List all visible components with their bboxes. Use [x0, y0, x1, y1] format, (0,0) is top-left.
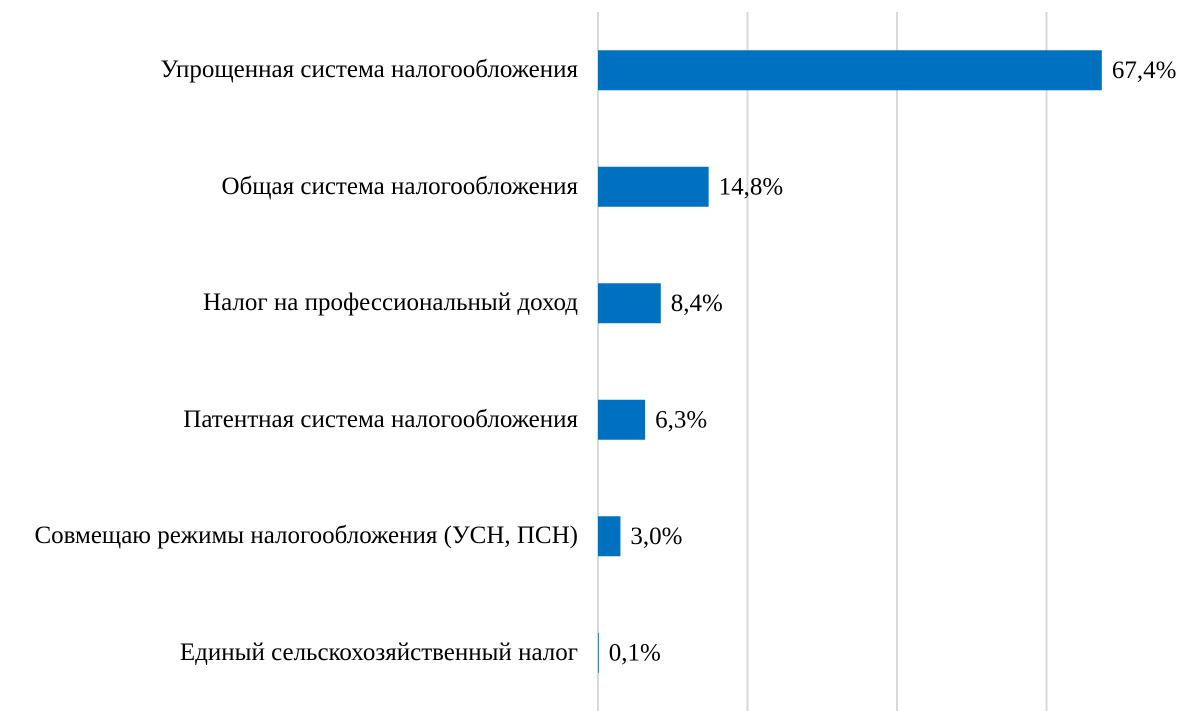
category-label-box: Упрощенная система налогообложения	[0, 54, 578, 86]
bar	[598, 516, 621, 557]
bar	[598, 50, 1102, 91]
category-label: Совмещаю режимы налогообложения (УСН, ПС…	[34, 522, 578, 550]
category-label: Единый сельскохозяйственный налог	[179, 638, 578, 666]
value-label: 3,0%	[630, 523, 682, 550]
bar	[598, 283, 661, 324]
bar	[598, 399, 646, 440]
value-label: 14,8%	[719, 173, 784, 200]
bar	[598, 632, 599, 673]
value-label: 67,4%	[1112, 57, 1177, 84]
value-label: 8,4%	[671, 290, 723, 317]
value-label: 6,3%	[655, 406, 707, 433]
category-label: Патентная система налогообложения	[183, 405, 578, 433]
value-label: 0,1%	[609, 639, 661, 666]
category-label: Общая система налогообложения	[221, 172, 578, 200]
category-label-box: Налог на профессиональный доход	[0, 287, 578, 319]
category-label-box: Патентная система налогообложения	[0, 404, 578, 436]
category-label: Упрощенная система налогообложения	[160, 56, 578, 84]
category-label: Налог на профессиональный доход	[203, 289, 578, 317]
bar	[598, 166, 709, 207]
category-label-box: Единый сельскохозяйственный налог	[0, 637, 578, 669]
category-label-box: Общая система налогообложения	[0, 171, 578, 203]
category-label-box: Совмещаю режимы налогообложения (УСН, ПС…	[0, 520, 578, 552]
